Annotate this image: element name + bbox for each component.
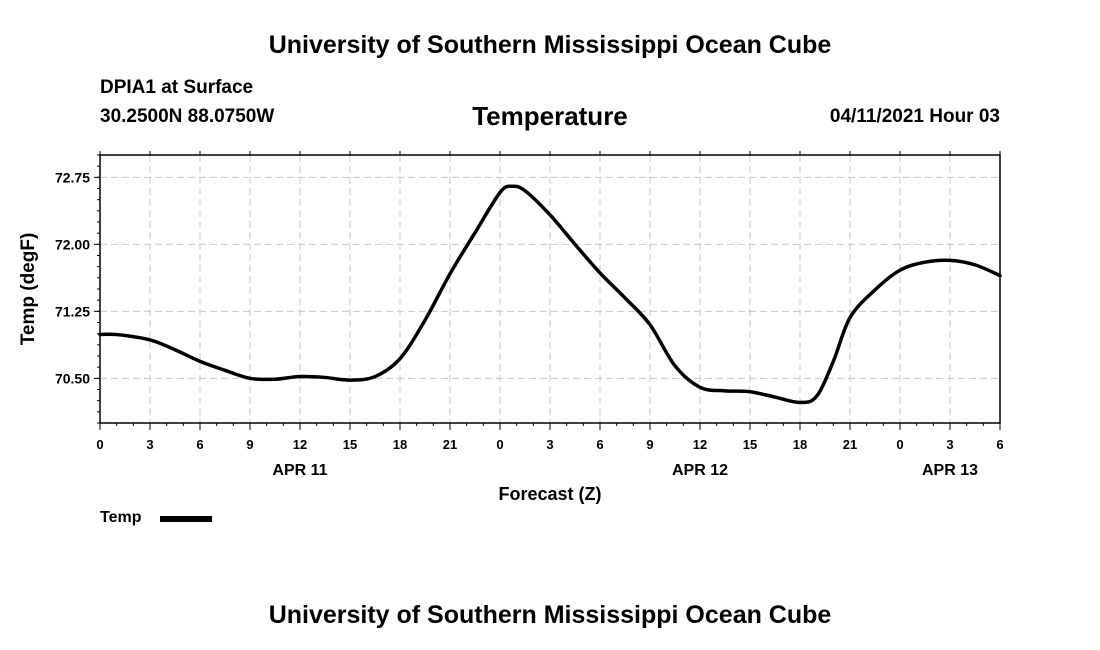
x-axis-title: Forecast (Z) (498, 484, 601, 504)
forecast-timestamp: 04/11/2021 Hour 03 (829, 106, 1000, 127)
x-tick-label: 6 (996, 437, 1003, 452)
x-tick-label: 3 (546, 437, 553, 452)
x-tick-label: 6 (596, 437, 603, 452)
chart-title: Temperature (472, 101, 628, 131)
station-coordinates: 30.2500N 88.0750W (100, 106, 275, 127)
legend-label-temp: Temp (100, 509, 142, 526)
x-tick-label: 0 (96, 437, 103, 452)
x-tick-label: 18 (793, 437, 807, 452)
y-tick-label: 70.50 (55, 370, 90, 386)
y-tick-label: 72.75 (55, 169, 90, 185)
x-date-label: APR 12 (672, 462, 728, 479)
series-line-temp (98, 184, 1002, 405)
x-tick-label: 15 (743, 437, 757, 452)
y-tick-label: 72.00 (55, 236, 90, 252)
x-tick-label: 12 (293, 437, 307, 452)
banner-title-top: University of Southern Mississippi Ocean… (268, 31, 832, 59)
x-tick-label: 6 (196, 437, 203, 452)
banner-title-bottom: University of Southern Mississippi Ocean… (268, 601, 832, 629)
tick-labels: 0 3 6 9 12 15 18 21 0 3 6 9 12 15 18 21 0 3 6 APR 11 APR 12 A… (18, 169, 1004, 504)
x-tick-label: 0 (496, 437, 503, 452)
x-tick-label: 9 (646, 437, 653, 452)
x-tick-label: 3 (146, 437, 153, 452)
station-label: DPIA1 at Surface (100, 77, 254, 98)
axes (94, 151, 1001, 430)
legend-swatch-temp (160, 516, 212, 522)
y-axis-title: Temp (degF) (18, 233, 39, 346)
x-date-label: APR 13 (922, 462, 978, 479)
x-tick-label: 3 (946, 437, 953, 452)
x-tick-label: 0 (896, 437, 903, 452)
x-tick-label: 21 (843, 437, 857, 452)
series-layer (98, 184, 1002, 405)
x-tick-label: 9 (246, 437, 253, 452)
x-tick-label: 15 (343, 437, 357, 452)
x-date-label: APR 11 (272, 462, 327, 479)
grid-lines (100, 155, 1000, 423)
x-tick-label: 12 (693, 437, 707, 452)
x-tick-label: 18 (393, 437, 407, 452)
x-tick-label: 21 (443, 437, 457, 452)
y-tick-label: 71.25 (55, 303, 90, 319)
